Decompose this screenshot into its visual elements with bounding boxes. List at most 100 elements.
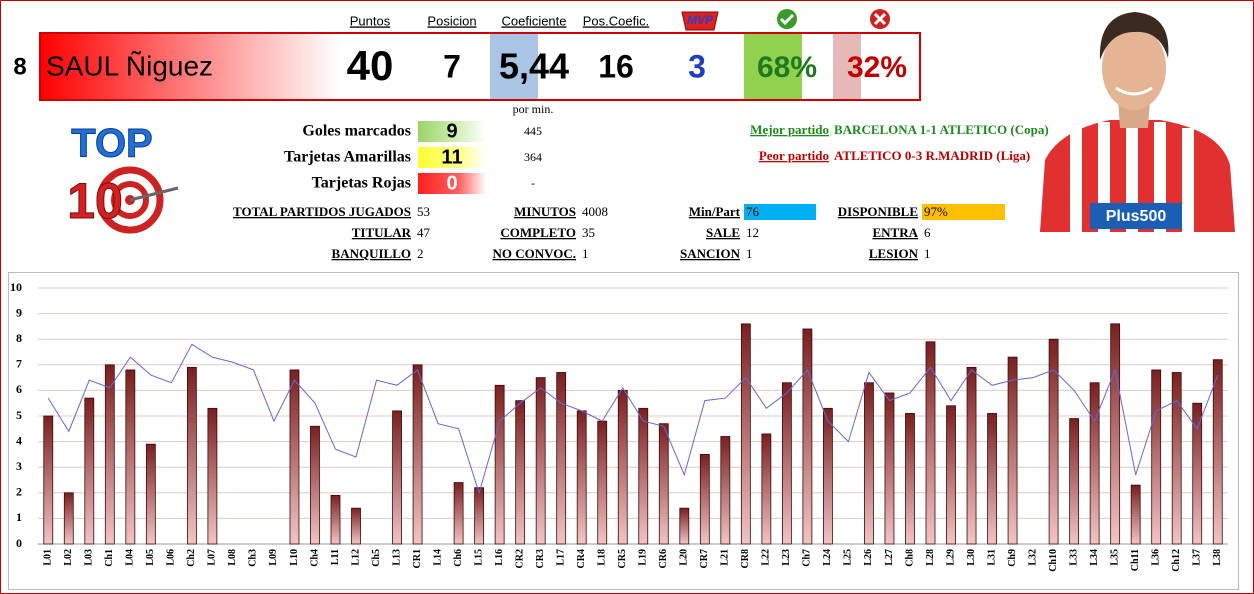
stat-label: COMPLETO — [500, 225, 576, 240]
x-tick-label: L07 — [207, 549, 218, 566]
bar — [1151, 369, 1162, 545]
bar — [946, 405, 956, 545]
player-number: 8 — [13, 53, 26, 80]
bar — [1212, 359, 1223, 545]
x-tick-label: Ch9 — [1007, 549, 1018, 567]
bar — [289, 369, 300, 545]
card-per-min: 364 — [524, 150, 542, 164]
y-tick-label: 5 — [16, 408, 22, 422]
stat-label: DISPONIBLE — [838, 204, 918, 219]
stats-grid: TOTAL PARTIDOS JUGADOS 53 MINUTOS 4008 Min/P… — [233, 204, 948, 261]
card-value: 9 — [446, 120, 457, 142]
stat-label: ENTRA — [872, 225, 918, 240]
x-tick-label: CR4 — [576, 549, 587, 568]
stat-value: 35 — [582, 225, 595, 240]
x-tick-label: L12 — [350, 549, 361, 566]
x-tick-label: CR8 — [740, 549, 751, 568]
x-tick-label: L15 — [473, 549, 484, 566]
bar — [125, 369, 136, 545]
x-tick-label: CR6 — [658, 549, 669, 568]
y-tick-label: 7 — [16, 357, 22, 371]
x-tick-label: L30 — [966, 549, 977, 566]
stat-label: MINUTOS — [514, 204, 576, 219]
stat-value: 6 — [924, 225, 931, 240]
bar — [1110, 323, 1121, 545]
x-tick-label: Ch1 — [104, 549, 115, 567]
x-tick-label: L27 — [884, 549, 895, 566]
logo-top: TOP — [71, 122, 153, 166]
x-tick-label: Ch7 — [802, 549, 813, 567]
stat-value: 1 — [924, 246, 931, 261]
x-tick-label: L04 — [125, 549, 136, 566]
x-tick-label: L20 — [679, 549, 690, 566]
x-tick-label: CR2 — [514, 549, 525, 568]
bar — [1192, 402, 1203, 545]
x-tick-label: Ch11 — [1130, 549, 1141, 571]
card-per-min: - — [531, 176, 535, 190]
top10-logo: TOP 10 — [67, 121, 179, 234]
bar — [1171, 372, 1182, 545]
card-value: 0 — [446, 172, 457, 194]
x-tick-label: Ch4 — [309, 549, 320, 567]
y-tick-label: 6 — [16, 382, 22, 396]
mvp-count: 3 — [688, 48, 706, 84]
bar — [1048, 338, 1059, 545]
x-tick-label: Ch8 — [904, 549, 915, 567]
x-tick-label: L02 — [63, 549, 74, 566]
bar — [453, 482, 464, 545]
coef-position: 16 — [598, 48, 634, 84]
x-tick-label: L36 — [1150, 549, 1161, 566]
x-tick-label: L28 — [925, 549, 936, 566]
card-per-min: 445 — [524, 124, 542, 138]
bar — [781, 382, 792, 545]
bar — [1089, 382, 1100, 545]
logo-number: 10 — [67, 173, 123, 229]
x-tick-label: L33 — [1068, 549, 1079, 566]
bar — [905, 413, 915, 545]
bar — [515, 400, 526, 545]
player-photo: Plus500 — [1040, 12, 1235, 232]
bar — [104, 364, 115, 545]
y-tick-label: 4 — [16, 433, 22, 447]
win-pct: 68% — [757, 51, 817, 84]
bar — [1007, 356, 1018, 545]
x-tick-label: L19 — [638, 549, 649, 566]
x-tick-label: L03 — [84, 549, 95, 566]
bar — [186, 366, 197, 545]
bar — [351, 507, 361, 545]
x-tick-label: CR5 — [617, 549, 628, 568]
bar — [1130, 484, 1141, 545]
x-tick-label: L25 — [843, 549, 854, 566]
bar — [761, 433, 772, 545]
y-tick-label: 9 — [16, 305, 22, 319]
bar — [1069, 418, 1080, 545]
x-tick-label: L26 — [863, 549, 874, 566]
bar — [84, 397, 95, 545]
goals-cell — [418, 121, 486, 142]
x-tick-label: L37 — [1192, 549, 1203, 566]
x-tick-label: L01 — [43, 549, 54, 566]
stat-value: 2 — [417, 246, 424, 261]
x-tick-label: CR1 — [412, 549, 423, 568]
header-label: Puntos — [350, 13, 391, 28]
x-tick-label: L11 — [330, 549, 341, 565]
position: 7 — [443, 48, 461, 84]
x-tick-label: L32 — [1027, 549, 1038, 566]
stat-label: TITULAR — [352, 225, 412, 240]
bar — [823, 407, 833, 545]
bar — [535, 377, 546, 545]
x-tick-label: CR3 — [535, 549, 546, 568]
bar — [925, 341, 936, 545]
loss-cell — [833, 33, 861, 100]
x-tick-label: Ch3 — [248, 549, 259, 567]
x-tick-label: Ch5 — [371, 549, 382, 567]
x-tick-label: L24 — [822, 549, 833, 566]
bar — [617, 389, 628, 545]
stat-label: SALE — [706, 225, 740, 240]
player-name: SAUL Ñiguez — [46, 50, 213, 81]
x-tick-label: L38 — [1212, 549, 1223, 566]
worst-match: ATLETICO 0-3 R.MADRID (Liga) — [834, 148, 1030, 163]
stat-value: 97% — [924, 204, 948, 219]
check-icon — [777, 9, 797, 29]
bar — [494, 384, 505, 545]
